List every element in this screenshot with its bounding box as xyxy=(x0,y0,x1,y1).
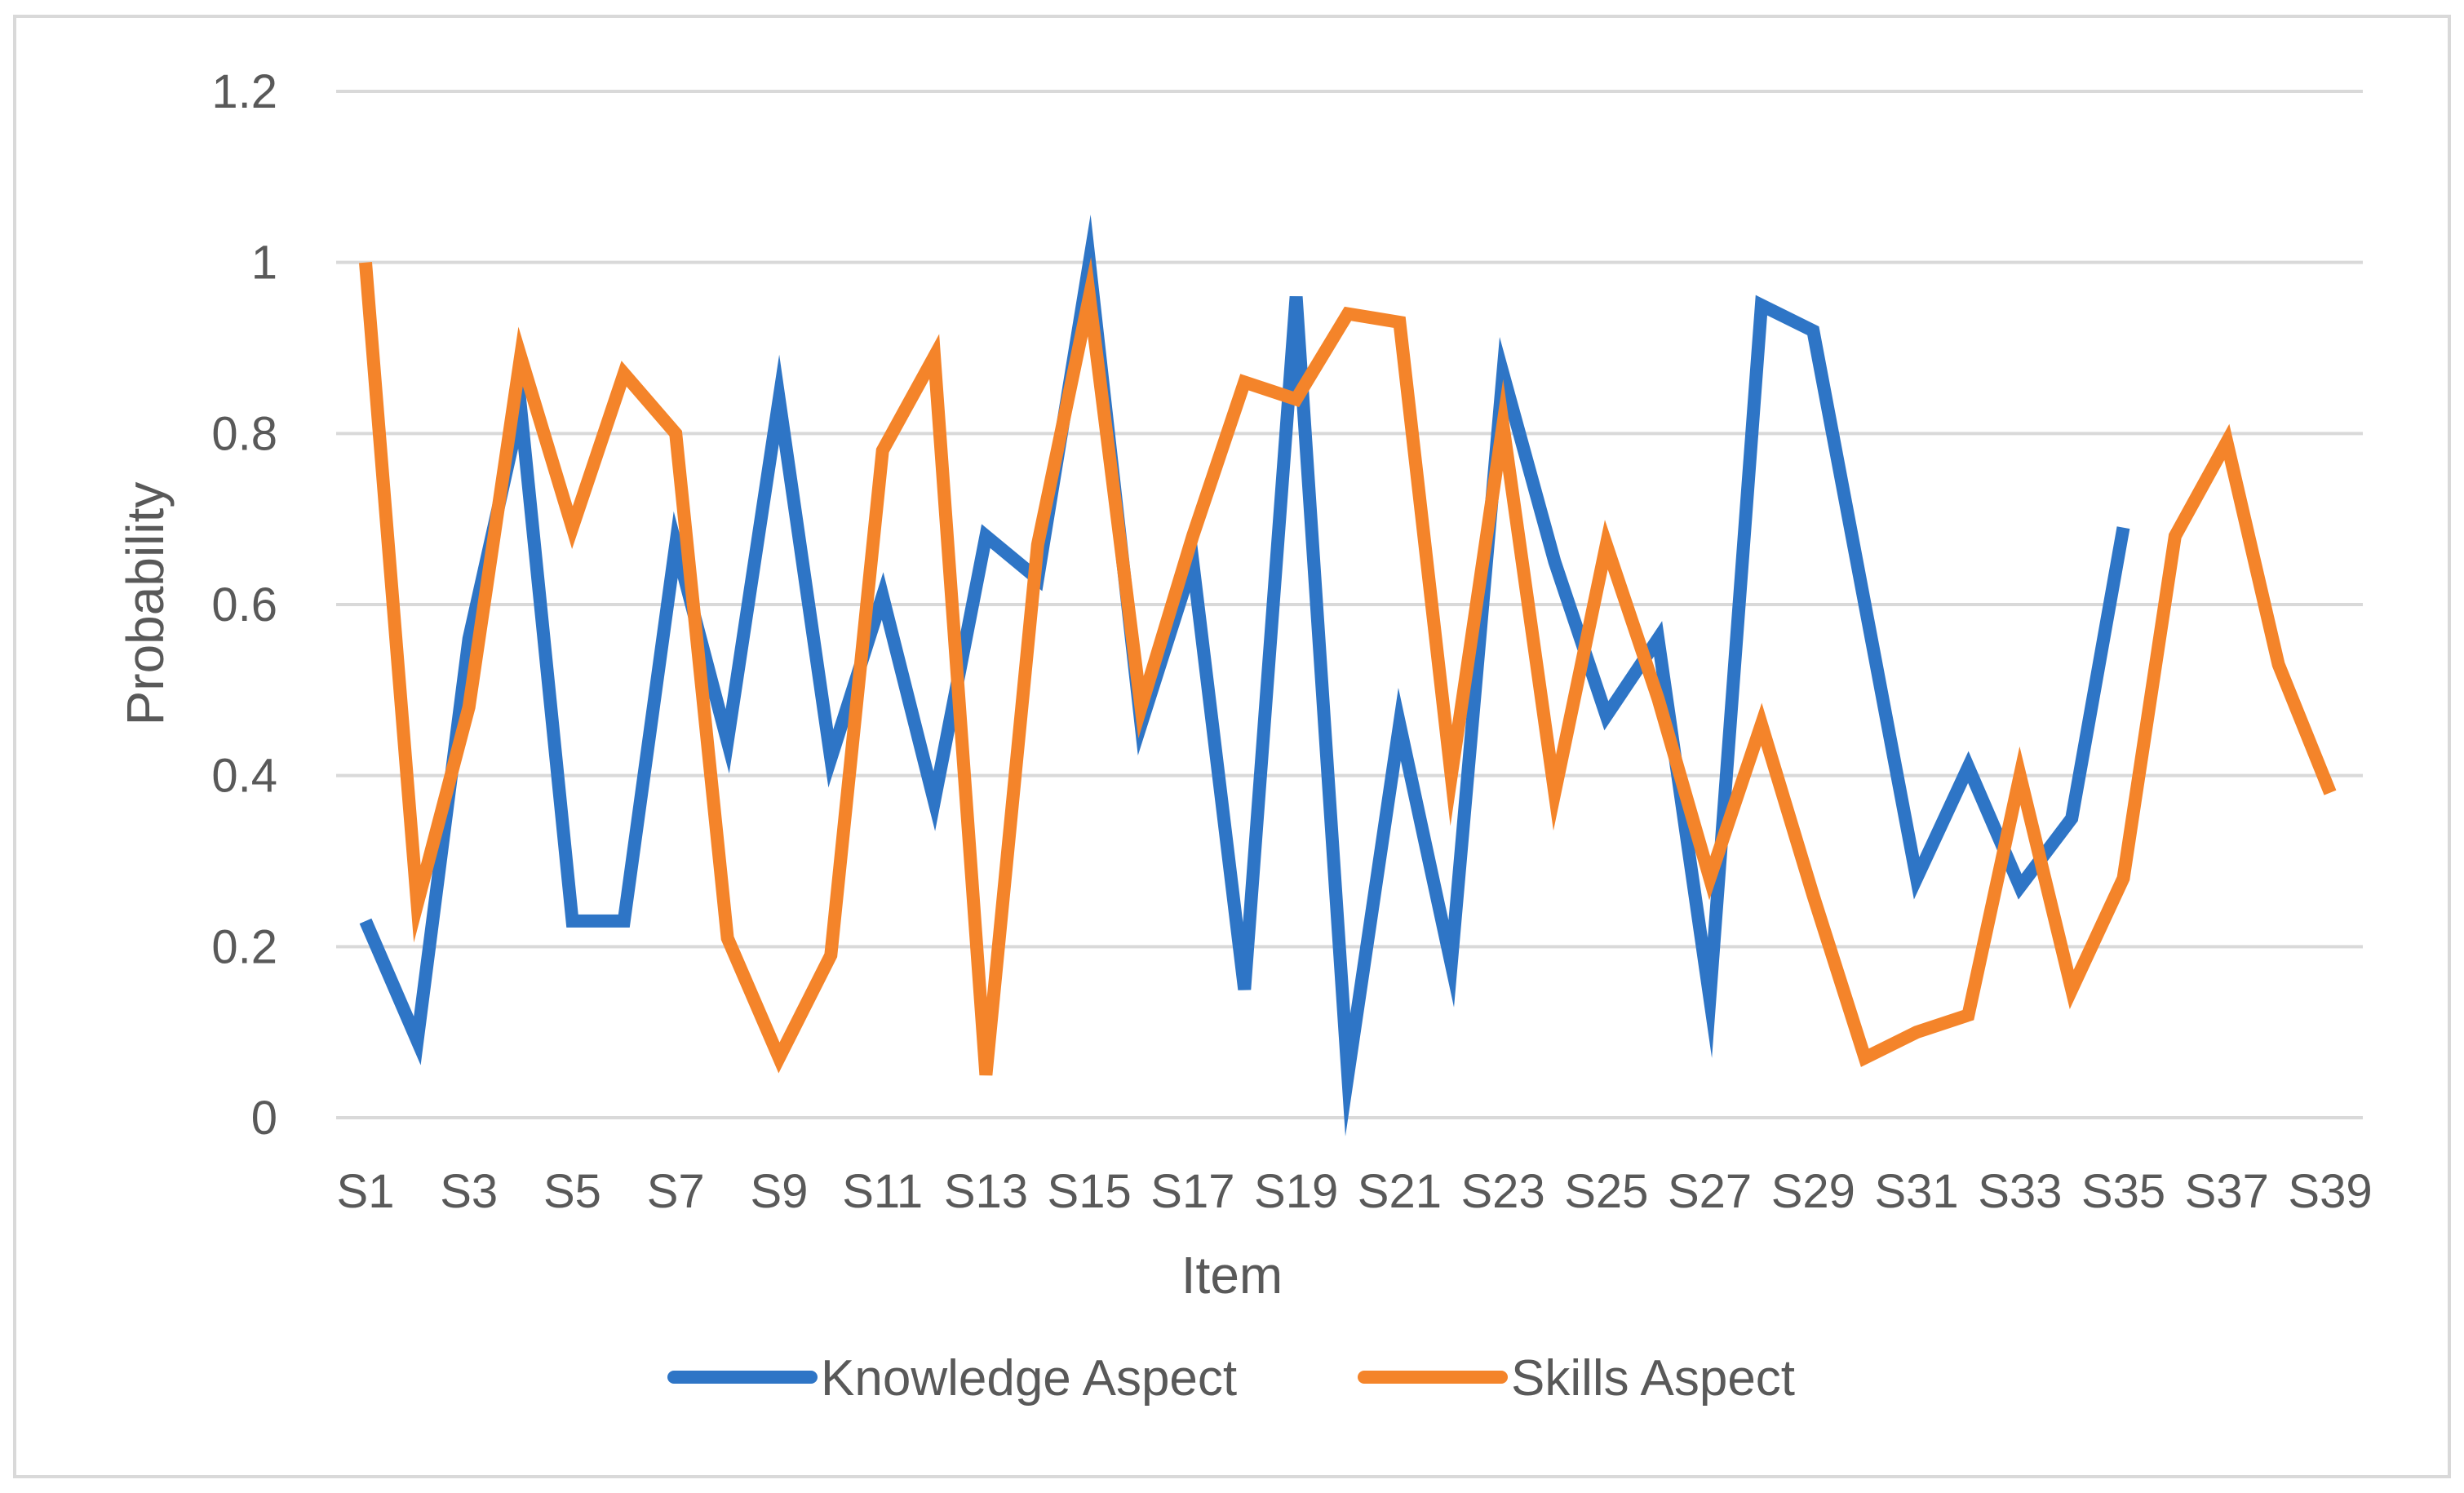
x-tick-label: S5 xyxy=(543,1165,601,1218)
x-tick-label: S33 xyxy=(1978,1165,2062,1218)
x-tick-label: S37 xyxy=(2185,1165,2269,1218)
series-line-knowledge-aspect xyxy=(359,215,2130,1136)
y-tick-label: 0 xyxy=(251,1092,277,1145)
x-tick-label: S39 xyxy=(2288,1165,2372,1218)
y-tick-label: 1 xyxy=(251,237,277,290)
x-tick-label: S17 xyxy=(1150,1165,1234,1218)
y-tick-label: 1.2 xyxy=(211,65,277,118)
legend-label-skills-aspect: Skills Aspect xyxy=(1511,1350,1795,1407)
x-tick-label: S9 xyxy=(750,1165,808,1218)
series-lines xyxy=(359,215,2337,1136)
x-tick-label: S25 xyxy=(1564,1165,1648,1218)
y-axis-title: Probability xyxy=(116,482,175,726)
x-tick-label: S23 xyxy=(1461,1165,1545,1218)
y-tick-label: 0.2 xyxy=(211,920,277,973)
x-tick-label: S1 xyxy=(337,1165,395,1218)
legend: Knowledge Aspect Skills Aspect xyxy=(667,1350,1795,1407)
legend-label-knowledge-aspect: Knowledge Aspect xyxy=(821,1350,1237,1407)
x-tick-label: S11 xyxy=(842,1165,923,1218)
x-tick-label: S15 xyxy=(1048,1165,1132,1218)
y-axis-ticks: 0 0.2 0.4 0.6 0.8 1 1.2 xyxy=(211,65,277,1145)
x-tick-label: S13 xyxy=(944,1165,1028,1218)
x-tick-label: S19 xyxy=(1254,1165,1338,1218)
x-tick-label: S27 xyxy=(1668,1165,1752,1218)
series-line-skills-aspect xyxy=(359,257,2337,1076)
chart-frame xyxy=(13,15,2451,1478)
x-tick-label: S29 xyxy=(1771,1165,1855,1218)
x-tick-label: S3 xyxy=(440,1165,498,1218)
y-tick-label: 0.6 xyxy=(211,578,277,631)
x-axis-ticks: S1 S3 S5 S7 S9 S11 S13 S15 S17 S19 S21 S23 S25 S27 S29… xyxy=(337,1165,2373,1218)
x-tick-label: S7 xyxy=(647,1165,705,1218)
x-tick-label: S31 xyxy=(1874,1165,1958,1218)
x-axis-title: Item xyxy=(1181,1246,1283,1305)
x-tick-label: S21 xyxy=(1358,1165,1442,1218)
y-tick-label: 0.8 xyxy=(211,407,277,460)
y-tick-label: 0.4 xyxy=(211,750,277,803)
x-tick-label: S35 xyxy=(2081,1165,2165,1218)
